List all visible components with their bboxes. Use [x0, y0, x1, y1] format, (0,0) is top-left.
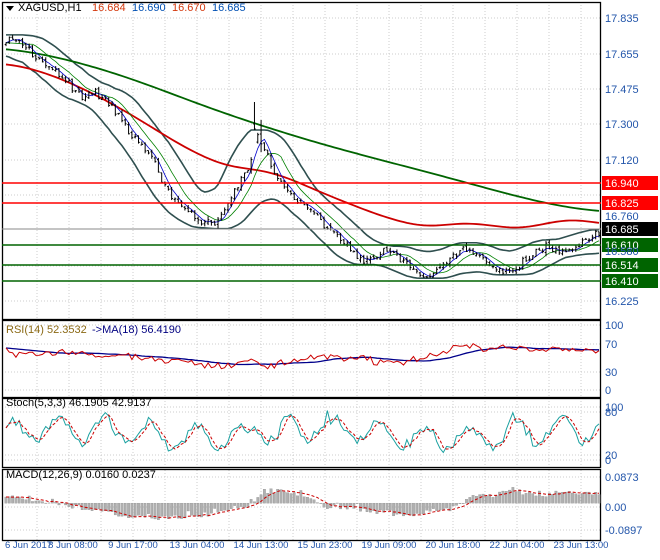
svg-text:16.514: 16.514 [605, 260, 639, 272]
svg-text:20 Jun 18:00: 20 Jun 18:00 [426, 540, 481, 551]
svg-text:16.760: 16.760 [605, 211, 639, 223]
svg-text:100: 100 [605, 320, 623, 332]
svg-text:17.475: 17.475 [605, 84, 639, 96]
svg-text:16.825: 16.825 [605, 198, 639, 210]
svg-text:70: 70 [605, 339, 617, 351]
svg-text:16.685: 16.685 [605, 224, 639, 236]
svg-text:16.940: 16.940 [605, 178, 639, 190]
svg-text:19 Jun 09:00: 19 Jun 09:00 [362, 540, 417, 551]
svg-text:17.300: 17.300 [605, 119, 639, 131]
svg-text:->MA(18) 56.4190: ->MA(18) 56.4190 [92, 324, 181, 336]
svg-text:0: 0 [605, 455, 611, 467]
svg-text:23 Jun 13:00: 23 Jun 13:00 [554, 540, 609, 551]
svg-text:13 Jun 04:00: 13 Jun 04:00 [170, 540, 225, 551]
svg-text:30: 30 [605, 367, 617, 379]
svg-text:15 Jun 23:00: 15 Jun 23:00 [298, 540, 353, 551]
svg-text:6 Jun 2017: 6 Jun 2017 [5, 540, 52, 551]
svg-text:14 Jun 13:00: 14 Jun 13:00 [234, 540, 289, 551]
svg-text:0.00: 0.00 [605, 502, 626, 514]
svg-text:0.0873: 0.0873 [605, 472, 639, 484]
svg-text:8 Jun 08:00: 8 Jun 08:00 [48, 540, 98, 551]
svg-text:0: 0 [605, 385, 611, 397]
svg-text:MACD(12,26,9) 0.0160 0.0237: MACD(12,26,9) 0.0160 0.0237 [6, 469, 156, 481]
svg-text:XAGUSD,H1: XAGUSD,H1 [18, 2, 82, 14]
svg-text:RSI(14) 52.3532: RSI(14) 52.3532 [6, 324, 87, 336]
svg-text:16.690: 16.690 [132, 2, 166, 14]
svg-text:16.225: 16.225 [605, 296, 639, 308]
svg-text:17.120: 17.120 [605, 155, 639, 167]
svg-text:16.670: 16.670 [172, 2, 206, 14]
svg-text:80: 80 [605, 407, 617, 419]
svg-text:17.835: 17.835 [605, 13, 639, 25]
svg-text:16.685: 16.685 [212, 2, 246, 14]
svg-text:16.580: 16.580 [605, 246, 639, 258]
svg-text:9 Jun 17:00: 9 Jun 17:00 [108, 540, 158, 551]
svg-text:22 Jun 04:00: 22 Jun 04:00 [490, 540, 545, 551]
svg-text:16.410: 16.410 [605, 276, 639, 288]
svg-text:-0.0897: -0.0897 [605, 525, 642, 537]
svg-text:16.684: 16.684 [92, 2, 126, 14]
svg-text:17.655: 17.655 [605, 49, 639, 61]
svg-text:Stoch(5,3,3) 46.1905 42.9137: Stoch(5,3,3) 46.1905 42.9137 [6, 397, 152, 409]
